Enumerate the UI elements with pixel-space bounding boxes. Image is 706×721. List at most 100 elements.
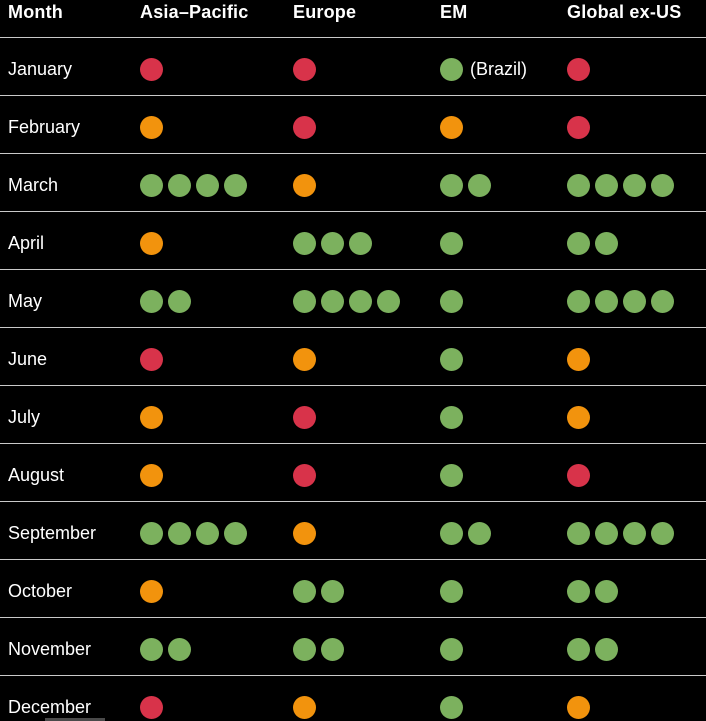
green-status-dot bbox=[293, 579, 316, 603]
cell-global-ex-us bbox=[567, 231, 706, 255]
orange-status-dot bbox=[140, 231, 163, 255]
green-status-dot bbox=[567, 289, 590, 313]
table-row: January (Brazil) bbox=[0, 37, 706, 95]
green-status-dot bbox=[623, 289, 646, 313]
green-status-dot bbox=[440, 463, 463, 487]
table-row: November bbox=[0, 617, 706, 675]
green-status-dot bbox=[468, 173, 491, 197]
red-status-dot bbox=[567, 115, 590, 139]
month-label: November bbox=[8, 638, 92, 659]
cell-global-ex-us bbox=[567, 695, 706, 719]
cell-global-ex-us bbox=[567, 579, 706, 603]
month-label: September bbox=[8, 522, 97, 543]
red-status-dot bbox=[140, 347, 163, 371]
month-cell: May bbox=[0, 291, 140, 312]
cell-global-ex-us bbox=[567, 463, 706, 487]
green-status-dot bbox=[440, 579, 463, 603]
orange-status-dot bbox=[140, 463, 163, 487]
month-cell: April bbox=[0, 233, 140, 254]
green-status-dot bbox=[440, 695, 463, 719]
cell-europe bbox=[293, 347, 440, 371]
green-status-dot bbox=[293, 289, 316, 313]
orange-status-dot bbox=[293, 173, 316, 197]
month-label: January bbox=[8, 58, 73, 79]
cell-asia-pacific bbox=[140, 521, 293, 545]
cell-europe bbox=[293, 637, 440, 661]
cell-asia-pacific bbox=[140, 463, 293, 487]
green-status-dot bbox=[293, 231, 316, 255]
green-status-dot bbox=[349, 231, 372, 255]
green-status-dot bbox=[168, 173, 191, 197]
green-status-dot bbox=[293, 637, 316, 661]
table-row: December bbox=[0, 675, 706, 721]
cell-asia-pacific bbox=[140, 231, 293, 255]
orange-status-dot bbox=[293, 347, 316, 371]
horizontal-scrollbar-thumb[interactable] bbox=[45, 718, 105, 721]
cell-asia-pacific bbox=[140, 579, 293, 603]
table-row: September bbox=[0, 501, 706, 559]
green-status-dot bbox=[140, 289, 163, 313]
month-label: March bbox=[8, 174, 59, 195]
green-status-dot bbox=[440, 57, 463, 81]
green-status-dot bbox=[595, 637, 618, 661]
cell-asia-pacific bbox=[140, 695, 293, 719]
month-label: June bbox=[8, 348, 48, 369]
cell-europe bbox=[293, 463, 440, 487]
orange-status-dot bbox=[567, 347, 590, 371]
green-status-dot bbox=[224, 173, 247, 197]
cell-em bbox=[440, 347, 567, 371]
column-header-em: EM bbox=[440, 2, 468, 22]
green-status-dot bbox=[651, 289, 674, 313]
green-status-dot bbox=[567, 579, 590, 603]
green-status-dot bbox=[623, 521, 646, 545]
green-status-dot bbox=[140, 637, 163, 661]
green-status-dot bbox=[595, 579, 618, 603]
green-status-dot bbox=[623, 173, 646, 197]
green-status-dot bbox=[567, 637, 590, 661]
month-cell: February bbox=[0, 117, 140, 138]
cell-em bbox=[440, 579, 567, 603]
orange-status-dot bbox=[140, 405, 163, 429]
orange-status-dot bbox=[567, 405, 590, 429]
month-label: May bbox=[8, 290, 43, 311]
green-status-dot bbox=[321, 637, 344, 661]
month-cell: July bbox=[0, 407, 140, 428]
cell-europe bbox=[293, 115, 440, 139]
orange-status-dot bbox=[293, 695, 316, 719]
month-label: February bbox=[8, 116, 81, 137]
table-row: April bbox=[0, 211, 706, 269]
green-status-dot bbox=[321, 289, 344, 313]
table-row: July bbox=[0, 385, 706, 443]
red-status-dot bbox=[140, 695, 163, 719]
green-status-dot bbox=[651, 173, 674, 197]
column-header-europe: Europe bbox=[293, 2, 357, 22]
orange-status-dot bbox=[140, 579, 163, 603]
month-label: August bbox=[8, 464, 65, 485]
cell-asia-pacific bbox=[140, 115, 293, 139]
green-status-dot bbox=[224, 521, 247, 545]
green-status-dot bbox=[440, 289, 463, 313]
green-status-dot bbox=[440, 637, 463, 661]
green-status-dot bbox=[595, 231, 618, 255]
cell-global-ex-us bbox=[567, 57, 706, 81]
red-status-dot bbox=[293, 115, 316, 139]
green-status-dot bbox=[349, 289, 372, 313]
green-status-dot bbox=[440, 521, 463, 545]
green-status-dot bbox=[168, 637, 191, 661]
cell-em bbox=[440, 231, 567, 255]
green-status-dot bbox=[567, 521, 590, 545]
green-status-dot bbox=[168, 289, 191, 313]
red-status-dot bbox=[293, 463, 316, 487]
green-status-dot bbox=[468, 521, 491, 545]
cell-global-ex-us bbox=[567, 347, 706, 371]
column-header-month: Month bbox=[8, 2, 63, 22]
cell-asia-pacific bbox=[140, 637, 293, 661]
green-status-dot bbox=[140, 521, 163, 545]
green-status-dot bbox=[567, 231, 590, 255]
cell-em bbox=[440, 173, 567, 197]
cell-asia-pacific bbox=[140, 405, 293, 429]
green-status-dot bbox=[440, 405, 463, 429]
green-status-dot bbox=[321, 579, 344, 603]
cell-asia-pacific bbox=[140, 173, 293, 197]
